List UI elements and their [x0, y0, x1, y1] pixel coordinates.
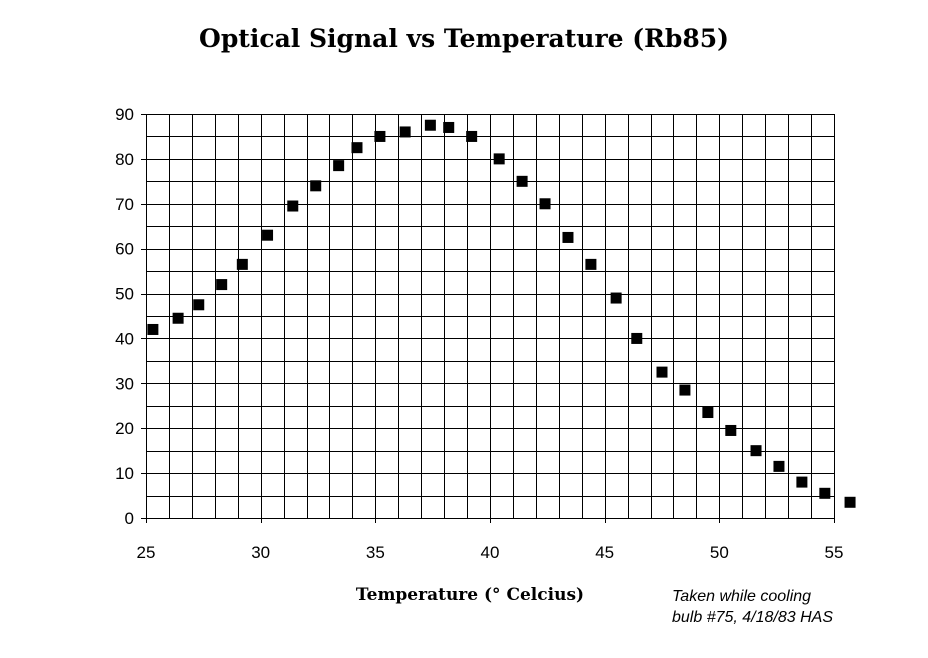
- data-point: [796, 476, 808, 488]
- data-point: [466, 130, 478, 142]
- chart-title: Optical Signal vs Temperature (Rb85): [199, 24, 729, 53]
- data-point: [216, 279, 228, 291]
- data-point: [262, 229, 274, 241]
- y-tick-label: 90: [115, 105, 134, 124]
- data-point: [750, 445, 762, 457]
- data-point: [631, 332, 643, 344]
- y-tick-label: 70: [115, 195, 134, 214]
- data-point: [679, 384, 691, 396]
- data-point: [172, 312, 184, 324]
- y-tick-label: 20: [115, 419, 134, 438]
- y-tick-label: 0: [125, 509, 134, 528]
- data-point: [773, 460, 785, 472]
- data-point: [310, 180, 322, 192]
- annotation-note: Taken while cooling bulb #75, 4/18/83 HA…: [672, 586, 912, 628]
- y-tick-label: 10: [115, 464, 134, 483]
- data-point: [193, 299, 205, 311]
- data-point: [333, 160, 345, 172]
- annotation-line-1: Taken while cooling: [672, 588, 812, 605]
- data-point: [562, 231, 574, 243]
- data-point: [236, 258, 248, 270]
- tick-labels: 0 10 20 30 40 50 60 70 80 90 25 30 35 40 45 50 55: [115, 105, 843, 562]
- data-point: [702, 407, 714, 419]
- y-tick-label: 50: [115, 285, 134, 304]
- x-tick-label: 30: [251, 543, 270, 562]
- data-point: [443, 121, 455, 133]
- data-point: [516, 175, 528, 187]
- data-point: [287, 200, 299, 212]
- data-point: [585, 258, 597, 270]
- x-axis-title: Temperature (° Celcius): [355, 585, 585, 605]
- y-tick-label: 30: [115, 374, 134, 393]
- data-point: [351, 142, 363, 154]
- data-point: [656, 366, 668, 378]
- data-point: [539, 198, 551, 210]
- x-tick-label: 35: [366, 543, 385, 562]
- x-tick-label: 50: [710, 543, 729, 562]
- x-tick-label: 40: [481, 543, 500, 562]
- x-tick-label: 25: [137, 543, 156, 562]
- y-tick-label: 80: [115, 150, 134, 169]
- data-point: [844, 496, 856, 508]
- data-point: [399, 126, 411, 138]
- data-points: [147, 119, 856, 508]
- grid: [141, 114, 835, 523]
- data-point: [819, 487, 831, 499]
- data-point: [147, 323, 159, 335]
- y-tick-label: 40: [115, 329, 134, 348]
- data-point: [424, 119, 436, 131]
- data-point: [374, 130, 386, 142]
- y-tick-label: 60: [115, 240, 134, 259]
- x-tick-label: 55: [825, 543, 844, 562]
- data-point: [610, 292, 622, 304]
- x-tick-label: 45: [595, 543, 614, 562]
- annotation-line-2: bulb #75, 4/18/83 HAS: [672, 609, 834, 626]
- data-point: [725, 424, 737, 436]
- data-point: [493, 153, 505, 165]
